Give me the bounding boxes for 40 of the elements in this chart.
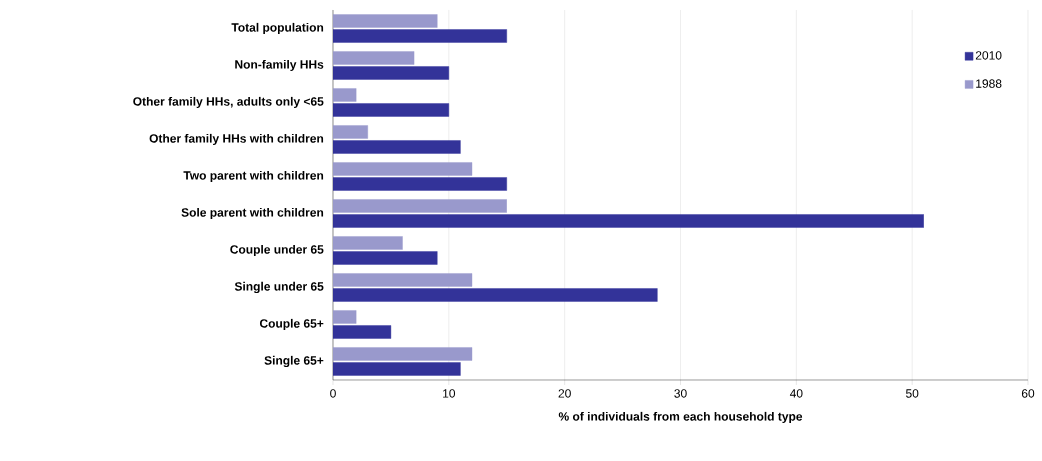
bar bbox=[333, 103, 450, 117]
x-tick-label: 40 bbox=[789, 389, 803, 398]
bar bbox=[333, 199, 507, 213]
bar bbox=[333, 29, 507, 43]
x-axis-title: % of individuals from each household type bbox=[558, 411, 803, 424]
y-tick-label: Other family HHs with children bbox=[149, 133, 324, 146]
bar bbox=[333, 325, 392, 339]
bar bbox=[333, 125, 368, 139]
bar bbox=[333, 140, 461, 154]
bar bbox=[333, 236, 403, 250]
y-tick-label: Single under 65 bbox=[234, 281, 324, 294]
bar bbox=[333, 273, 473, 287]
y-tick-label: Total population bbox=[231, 22, 324, 35]
legend-label: 2010 bbox=[975, 51, 1002, 60]
y-tick-label: Two parent with children bbox=[183, 170, 324, 183]
y-tick-label: Couple under 65 bbox=[230, 244, 324, 257]
y-tick-label: Single 65+ bbox=[264, 355, 324, 368]
y-tick-label: Sole parent with children bbox=[181, 207, 324, 220]
bar bbox=[333, 362, 461, 376]
y-tick-label: Non-family HHs bbox=[235, 59, 324, 72]
x-tick-label: 10 bbox=[443, 389, 456, 398]
legend-label: 1988 bbox=[976, 79, 1002, 88]
bar bbox=[333, 14, 438, 28]
bar bbox=[333, 288, 658, 302]
bar bbox=[333, 347, 473, 361]
bar bbox=[333, 310, 357, 324]
x-tick-label: 20 bbox=[558, 389, 571, 398]
x-tick-label: 60 bbox=[1021, 389, 1035, 398]
bar bbox=[333, 214, 924, 228]
x-tick-label: 0 bbox=[330, 389, 336, 398]
bar bbox=[333, 66, 450, 80]
bar bbox=[333, 51, 415, 65]
y-tick-label: Other family HHs, adults only <65 bbox=[133, 96, 324, 109]
bar bbox=[333, 88, 357, 102]
bar bbox=[333, 162, 473, 176]
bar bbox=[333, 251, 438, 265]
x-tick-label: 50 bbox=[905, 389, 919, 398]
x-tick-label: 30 bbox=[674, 389, 687, 398]
y-tick-label: Couple 65+ bbox=[259, 318, 324, 331]
bar bbox=[333, 177, 507, 191]
